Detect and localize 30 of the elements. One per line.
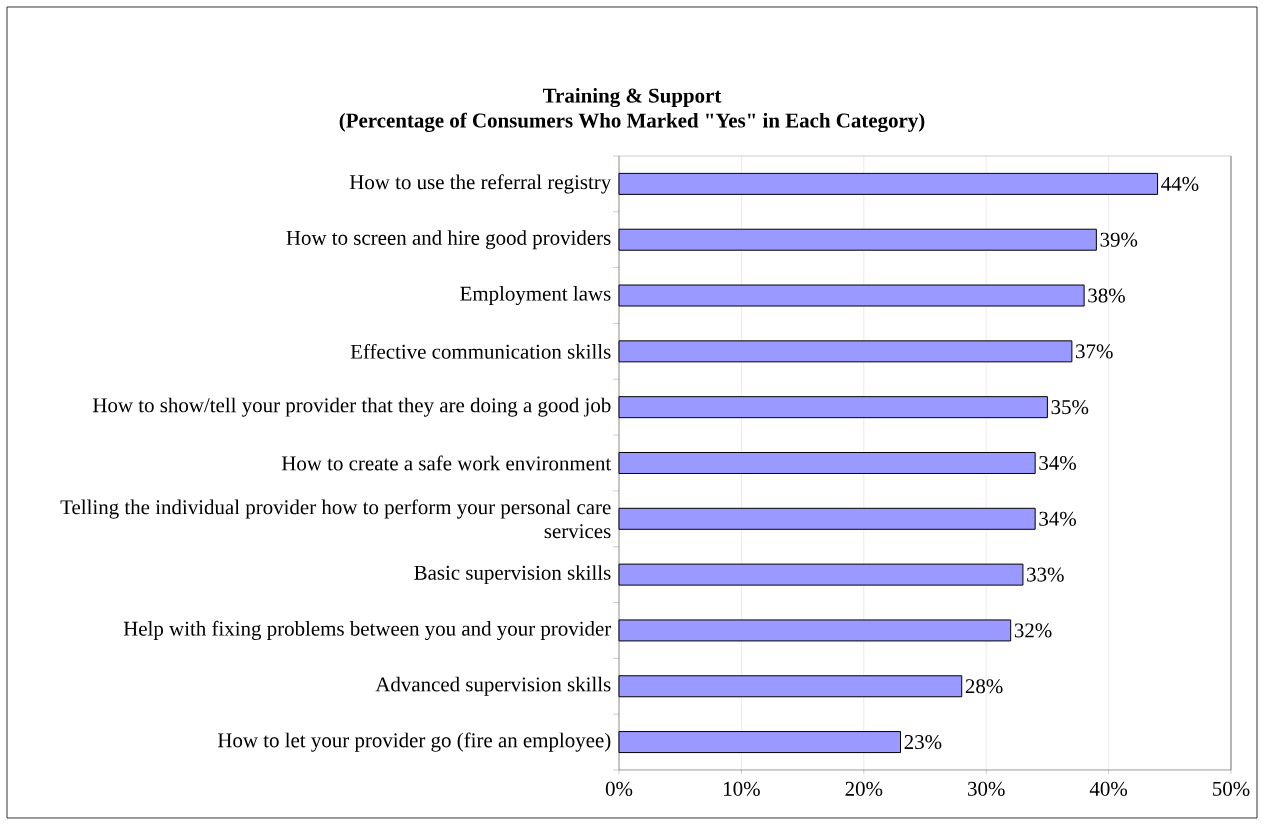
data-label: 34%	[1039, 455, 1076, 471]
data-label: 34%	[1039, 511, 1076, 526]
data-label: 35%	[1051, 400, 1089, 415]
y-tick-label: How to screen and hire good providers	[286, 230, 611, 250]
x-tick-label: 0%	[605, 781, 633, 796]
y-tick-label: Basic supervision skills	[414, 565, 611, 585]
y-tick-label: Help with fixing problems between you and your provider	[123, 620, 612, 641]
y-tick-label: Effective communication skills	[350, 343, 611, 359]
y-tick-label: How to let your provider go (fire an employee)	[217, 732, 611, 752]
x-tick-label: 30%	[968, 781, 1005, 796]
x-tick-label: 40%	[1089, 781, 1128, 796]
data-label: 32%	[1014, 623, 1052, 638]
x-tick-label: 20%	[845, 781, 883, 796]
data-label: 44%	[1161, 176, 1199, 191]
data-label: 38%	[1088, 288, 1125, 303]
data-label: 37%	[1076, 344, 1113, 359]
y-tick-label: Advanced supervision skills	[375, 676, 611, 696]
data-label: 33%	[1027, 567, 1064, 582]
chart-title: Training & Support	[543, 87, 722, 108]
y-tick-label: Employment laws	[460, 286, 611, 306]
y-tick-label: Telling the individual provider how to perform your personal care services	[60, 499, 611, 539]
y-tick-label: How to show/tell your provider that they are doing a good job	[92, 397, 611, 417]
data-label: 28%	[965, 679, 1003, 694]
x-tick-label: 50%	[1213, 781, 1250, 796]
y-tick-label: How to use the referral registry	[349, 174, 612, 194]
y-tick-label: How to create a safe work environment	[281, 455, 612, 471]
x-tick-label: 10%	[724, 781, 760, 796]
data-label: 39%	[1100, 232, 1138, 247]
data-label: 23%	[904, 734, 942, 750]
chart-subtitle: (Percentage of Consumers Who Marked "Yes" in Each Category)	[339, 112, 925, 133]
